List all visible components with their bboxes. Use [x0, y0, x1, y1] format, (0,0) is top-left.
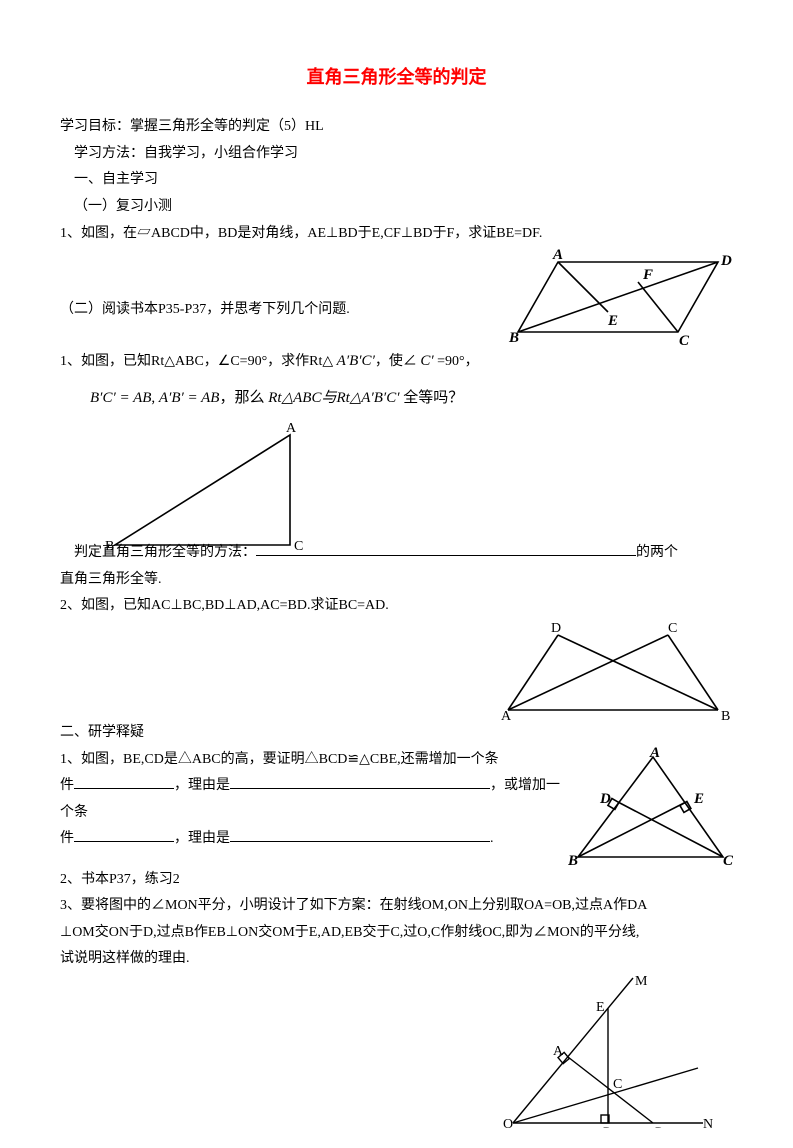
- label-b: B: [568, 853, 578, 867]
- label-f: F: [642, 267, 653, 283]
- label-a: A: [501, 709, 512, 720]
- blank-field[interactable]: [74, 774, 174, 789]
- para-goal: 学习目标：掌握三角形全等的判定（5）HL: [60, 114, 733, 141]
- heading-section2: 二、研学释疑: [60, 720, 733, 747]
- label-n: N: [703, 1117, 713, 1128]
- text-fragment: 1、如图，已知Rt△ABC，∠C=90°，求作Rt△: [60, 354, 337, 369]
- label-b: B: [508, 330, 519, 346]
- text-fragment: .: [490, 831, 494, 846]
- label-d: D: [551, 621, 561, 636]
- label-c: C: [679, 333, 690, 347]
- text-fragment: 判定直角三角形全等的方法：: [74, 545, 256, 560]
- text-fragment: 的两个: [636, 545, 678, 560]
- text-fragment: =90°，: [434, 354, 479, 369]
- label-a: A: [649, 747, 660, 761]
- label-d: D: [655, 1124, 664, 1128]
- text-fragment: ，那么: [219, 390, 268, 406]
- heading-review: （一）复习小测: [60, 194, 733, 221]
- text-fragment: ，理由是: [174, 778, 230, 793]
- problem-3-3a: 3、要将图中的∠MON平分，小明设计了如下方案：在射线OM,ON上分别取OA=O…: [60, 893, 733, 920]
- figure-right-triangle: A B C: [100, 420, 733, 560]
- page-title: 直角三角形全等的判定: [60, 60, 733, 94]
- problem-3-3b: ⊥OM交ON于D,过点B作EB⊥ON交OM于E,AD,EB交于C,过O,C作射线…: [60, 920, 733, 947]
- text-fragment: ，使∠: [375, 354, 421, 369]
- label-e: E: [693, 791, 704, 807]
- problem-1-1: 1、如图，在▱ABCD中，BD是对角线，AE⊥BD于E,CF⊥BD于F，求证BE…: [60, 221, 733, 248]
- blank-field[interactable]: [256, 541, 636, 556]
- figure-crossed-triangles: A B C D: [493, 620, 733, 720]
- label-a: A: [553, 1044, 564, 1059]
- problem-3-2: 2、书本P37，练习2: [60, 867, 733, 894]
- label-d: D: [599, 791, 611, 807]
- figure-altitudes: A B C D E: [568, 747, 733, 867]
- blank-field[interactable]: [74, 827, 174, 842]
- label-c: C: [668, 621, 677, 636]
- text-line: 直角三角形全等.: [60, 567, 733, 594]
- math-fragment: A′B′C′: [337, 353, 375, 369]
- label-c: C: [613, 1077, 622, 1092]
- label-d: D: [720, 253, 732, 269]
- figure-angle-bisector: O M N A B C D E: [503, 973, 713, 1128]
- problem-2-1: 1、如图，已知Rt△ABC，∠C=90°，求作Rt△ A′B′C′，使∠ C′ …: [60, 347, 733, 376]
- text-fragment: ,: [151, 390, 159, 406]
- label-m: M: [635, 974, 648, 989]
- blank-field[interactable]: [230, 774, 490, 789]
- label-a: A: [286, 421, 297, 436]
- text-fragment: 全等吗？: [400, 390, 464, 406]
- label-a: A: [552, 247, 563, 263]
- label-b: B: [603, 1124, 611, 1128]
- label-e: E: [607, 313, 618, 329]
- math-fragment: C′: [420, 353, 433, 369]
- text-fragment: 件: [60, 778, 74, 793]
- fill-blank-line: 口判定直角三角形全等的方法：的两个: [60, 540, 733, 567]
- math-fragment: A′B′ = AB: [159, 390, 220, 406]
- problem-3-3c: 试说明这样做的理由.: [60, 946, 733, 973]
- text-fragment: 件: [60, 831, 74, 846]
- para-method: 学习方法：自我学习，小组合作学习: [60, 141, 733, 168]
- text-fragment: ，理由是: [174, 831, 230, 846]
- math-equation: B′C′ = AB, A′B′ = AB，那么 Rt△ABC与Rt△A′B′C′…: [60, 384, 733, 413]
- heading-section1: 一、自主学习: [60, 167, 733, 194]
- label-e: E: [596, 1000, 605, 1015]
- problem-2-2: 2、如图，已知AC⊥BC,BD⊥AD,AC=BD.求证BC=AD.: [60, 593, 733, 620]
- math-fragment: Rt△ABC与Rt△A′B′C′: [268, 390, 399, 406]
- label-o: O: [503, 1117, 513, 1128]
- math-fragment: B′C′ = AB: [90, 390, 151, 406]
- blank-field[interactable]: [230, 827, 490, 842]
- label-b: B: [721, 709, 730, 720]
- label-c: C: [723, 853, 733, 867]
- figure-parallelogram: A D C B E F: [503, 247, 733, 347]
